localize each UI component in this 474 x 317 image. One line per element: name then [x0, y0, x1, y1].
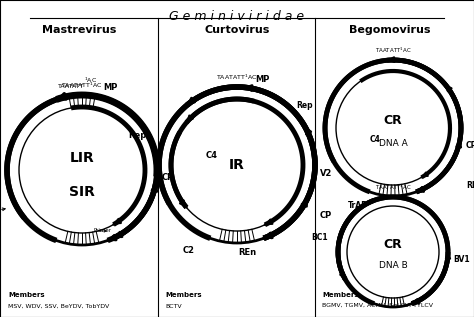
Text: TAATATT: TAATATT	[58, 84, 84, 89]
Text: BC1: BC1	[311, 232, 328, 242]
Text: IR: IR	[229, 158, 245, 172]
Text: REn: REn	[238, 248, 256, 257]
Text: Rep: Rep	[129, 131, 147, 139]
Text: intron: intron	[0, 207, 1, 213]
Text: Members: Members	[8, 292, 45, 298]
Text: TAATATT$^1$AC: TAATATT$^1$AC	[61, 81, 103, 90]
Text: C2: C2	[183, 246, 195, 255]
Text: BV1: BV1	[453, 256, 470, 264]
Text: $^1$AC: $^1$AC	[84, 76, 97, 85]
Text: C4: C4	[370, 135, 381, 145]
Text: CP: CP	[320, 210, 332, 219]
Text: V2: V2	[320, 169, 332, 178]
Text: CP: CP	[162, 173, 174, 183]
Text: Curtovirus: Curtovirus	[204, 25, 270, 35]
Text: CP: CP	[466, 141, 474, 151]
Text: G e m i n i v i r i d a e: G e m i n i v i r i d a e	[169, 10, 305, 23]
Text: SIR: SIR	[69, 185, 95, 199]
Text: DNA B: DNA B	[379, 262, 407, 270]
Text: LIR: LIR	[70, 151, 94, 165]
Text: Members: Members	[165, 292, 201, 298]
Text: REn: REn	[466, 182, 474, 191]
Text: Members: Members	[322, 292, 359, 298]
Text: Rep: Rep	[296, 101, 313, 111]
Text: CR: CR	[383, 113, 402, 126]
Text: Begomovirus: Begomovirus	[349, 25, 431, 35]
Text: MP: MP	[103, 83, 117, 92]
Text: MSV, WDV, SSV, BeYDV, TobYDV: MSV, WDV, SSV, BeYDV, TobYDV	[8, 303, 109, 308]
Text: TAATATT$^1$AC: TAATATT$^1$AC	[374, 46, 411, 55]
Text: C4: C4	[206, 151, 218, 159]
Text: Mastrevirus: Mastrevirus	[42, 25, 116, 35]
Text: Primer: Primer	[94, 228, 112, 232]
Text: CR: CR	[383, 237, 402, 250]
Text: BCTV: BCTV	[165, 303, 182, 308]
Text: MP: MP	[255, 75, 269, 84]
Text: DNA A: DNA A	[379, 139, 407, 148]
Text: TrAP: TrAP	[348, 201, 368, 210]
Text: BGMV, TGMV, ACMV, SqLCV, TYLCV: BGMV, TGMV, ACMV, SqLCV, TYLCV	[322, 303, 433, 308]
Text: TAATATT$^1$AC: TAATATT$^1$AC	[216, 73, 258, 82]
Text: TAATATT$^1$AC: TAATATT$^1$AC	[374, 183, 411, 192]
